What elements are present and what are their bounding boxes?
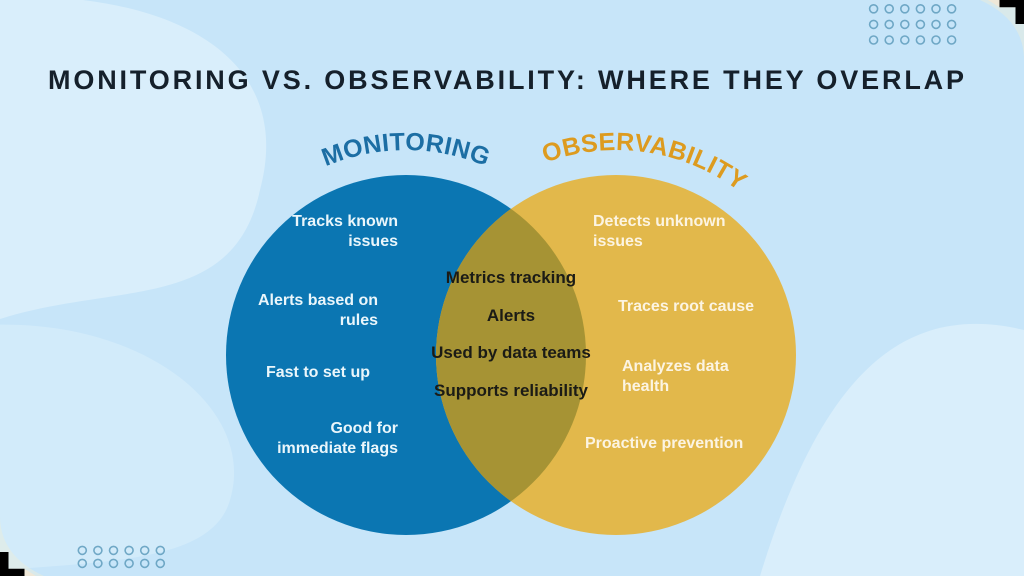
- svg-text:Proactive prevention: Proactive prevention: [585, 435, 743, 452]
- svg-text:immediate flags: immediate flags: [277, 440, 398, 457]
- svg-text:health: health: [622, 378, 669, 395]
- svg-text:issues: issues: [593, 233, 643, 250]
- svg-text:Fast to set up: Fast to set up: [266, 364, 370, 381]
- svg-text:Good for: Good for: [330, 420, 398, 437]
- svg-text:Traces root cause: Traces root cause: [618, 298, 754, 315]
- svg-text:Supports reliability: Supports reliability: [434, 381, 589, 400]
- svg-text:rules: rules: [340, 312, 378, 329]
- svg-text:MONITORING: MONITORING: [318, 128, 494, 172]
- svg-text:Tracks known: Tracks known: [292, 213, 398, 230]
- svg-text:issues: issues: [348, 233, 398, 250]
- svg-text:Alerts: Alerts: [487, 306, 535, 325]
- svg-text:Analyzes data: Analyzes data: [622, 358, 729, 375]
- svg-text:Detects unknown: Detects unknown: [593, 213, 725, 230]
- svg-text:Used by data teams: Used by data teams: [431, 343, 591, 362]
- svg-text:Metrics tracking: Metrics tracking: [446, 268, 576, 287]
- svg-text:Alerts based on: Alerts based on: [258, 292, 378, 309]
